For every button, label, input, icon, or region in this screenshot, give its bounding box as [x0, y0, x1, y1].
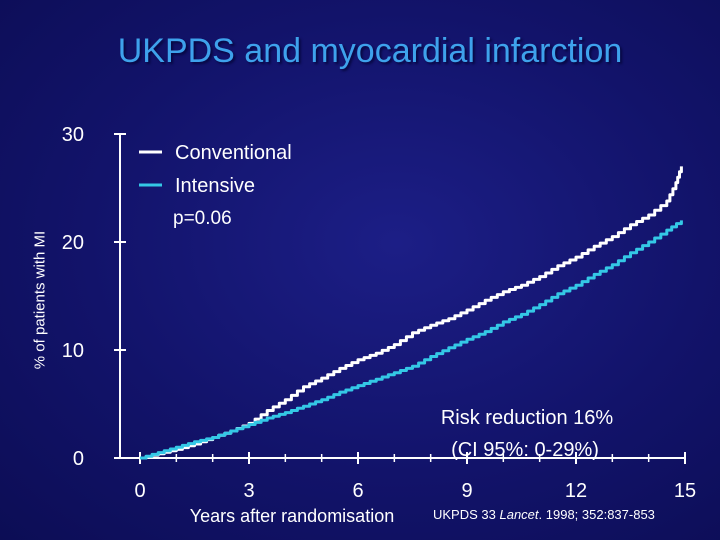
x-axis-label: Years after randomisation — [190, 506, 394, 526]
x-tick-label: 6 — [352, 480, 363, 502]
y-tick-label: 10 — [62, 340, 84, 362]
series-line-intensive — [140, 220, 683, 460]
x-tick-label: 15 — [674, 480, 696, 502]
risk-reduction-annotation: Risk reduction 16% — [441, 407, 614, 429]
p-value-annotation: p=0.06 — [173, 208, 232, 229]
y-tick-label: 30 — [62, 124, 84, 146]
legend-label-intensive: Intensive — [175, 175, 255, 197]
x-tick-label: 12 — [565, 480, 587, 502]
citation-journal: Lancet — [499, 507, 539, 522]
y-tick-label: 20 — [62, 232, 84, 254]
citation-prefix: UKPDS 33 — [433, 507, 500, 522]
x-tick-label: 3 — [243, 480, 254, 502]
chart-title: UKPDS and myocardial infarction — [117, 32, 623, 70]
y-tick-label: 0 — [73, 448, 84, 470]
citation-suffix: . 1998; 352:837-853 — [538, 507, 655, 522]
x-tick-label: 9 — [461, 480, 472, 502]
risk-ci-annotation: (CI 95%: 0-29%) — [451, 439, 599, 461]
legend: Conventional Intensive — [139, 142, 292, 197]
citation: UKPDS 33 Lancet. 1998; 352:837-853 — [433, 507, 655, 522]
ticks: 0 10 20 30 0 3 6 9 12 15 — [62, 124, 696, 502]
axes — [119, 134, 685, 459]
x-tick-label: 0 — [134, 480, 145, 502]
series-lines — [140, 166, 683, 460]
legend-label-conventional: Conventional — [175, 142, 292, 164]
